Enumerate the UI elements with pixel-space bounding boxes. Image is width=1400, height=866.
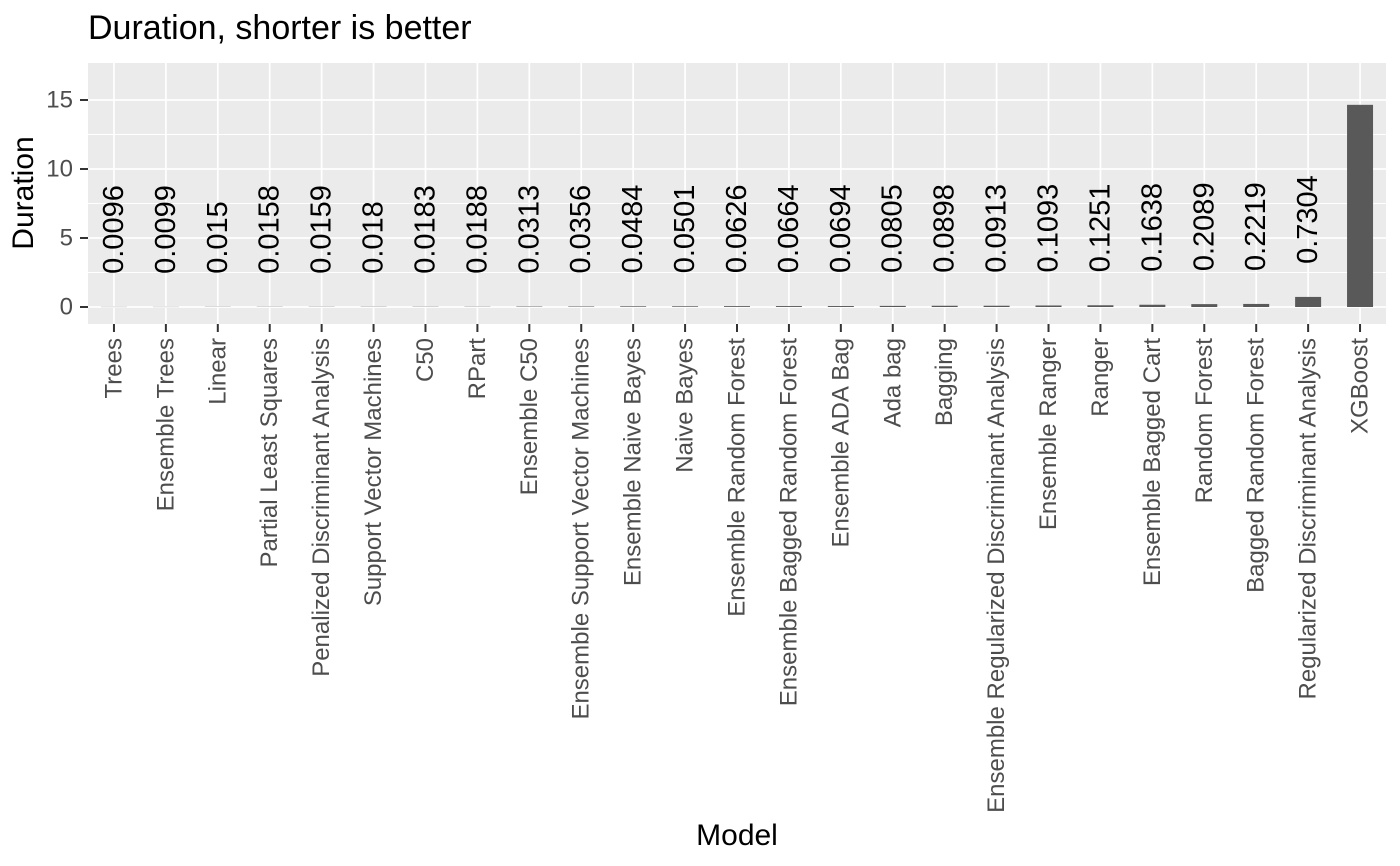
bar-value-label: 0.0158 bbox=[254, 185, 286, 274]
x-tick-label: Partial Least Squares bbox=[256, 338, 283, 567]
x-tick-label: Random Forest bbox=[1191, 338, 1218, 504]
bar-value-label: 0.018 bbox=[358, 201, 390, 274]
bar-value-label: 0.0313 bbox=[513, 185, 545, 274]
x-tick-label: Ensemble Regularized Discriminant Analys… bbox=[983, 338, 1010, 813]
bar-value-label: 0.7304 bbox=[1292, 175, 1324, 264]
x-tick-label: Ensemble Trees bbox=[152, 338, 179, 511]
bar-value-label: 0.0096 bbox=[98, 185, 130, 274]
bar-value-label: 0.2219 bbox=[1240, 182, 1272, 271]
bar-value-label: 0.1638 bbox=[1136, 183, 1168, 272]
bar-value-label: 0.0898 bbox=[929, 184, 961, 273]
y-tick-label: 0 bbox=[60, 294, 73, 321]
x-tick-label: Bagged Random Forest bbox=[1243, 338, 1270, 593]
x-tick-label: Ada bag bbox=[879, 338, 906, 427]
x-tick-label: Support Vector Machines bbox=[360, 338, 387, 606]
bar-value-label: 0.0484 bbox=[617, 185, 649, 274]
x-tick-label: Ensemble Bagged Cart bbox=[1139, 338, 1166, 586]
bar-value-label: 0.015 bbox=[202, 201, 234, 274]
x-tick-label: Ensemble C50 bbox=[516, 338, 543, 495]
x-tick-label: Bagging bbox=[931, 338, 958, 426]
x-axis-title: Model bbox=[696, 819, 778, 852]
x-tick-label: RPart bbox=[464, 338, 491, 400]
bar-value-label: 0.0183 bbox=[409, 185, 441, 274]
bar-value-label: 0.0501 bbox=[669, 185, 701, 274]
bar-value-label: 0.1251 bbox=[1084, 184, 1116, 273]
x-tick-label: Linear bbox=[204, 338, 231, 405]
bars bbox=[100, 104, 1374, 308]
bar bbox=[724, 306, 750, 307]
x-tick-label: XGBoost bbox=[1347, 338, 1374, 434]
x-tick-labels: Trees Ensemble Trees Linear Partial Least S… bbox=[100, 338, 1373, 813]
x-tick-label: Ensemble Support Vector Machines bbox=[568, 338, 595, 720]
bar bbox=[1087, 305, 1114, 307]
x-tick-label: Regularized Discriminant Analysis bbox=[1295, 338, 1322, 699]
x-tick-label: Ensemble Ranger bbox=[1035, 338, 1062, 530]
bar bbox=[827, 306, 854, 307]
y-tick-label: 10 bbox=[46, 156, 73, 183]
bar-value-label: 0.0664 bbox=[773, 184, 805, 273]
bar bbox=[1191, 304, 1218, 307]
bar bbox=[620, 306, 647, 307]
bar bbox=[672, 306, 699, 307]
y-tick-labels: 0 5 10 15 bbox=[46, 87, 73, 321]
bar-value-label: 0.0694 bbox=[825, 184, 857, 273]
bar bbox=[983, 305, 1010, 307]
bar-value-label: 0.2089 bbox=[1188, 182, 1220, 271]
bar-value-label: 0.1093 bbox=[1033, 184, 1065, 273]
bar bbox=[1347, 104, 1374, 307]
x-tick-label: Ensemble Random Forest bbox=[724, 338, 751, 617]
bar-value-label: 0.0805 bbox=[877, 184, 909, 273]
x-tick-label: Penalized Discriminant Analysis bbox=[308, 338, 335, 677]
chart-title: Duration, shorter is better bbox=[88, 9, 472, 47]
bar bbox=[879, 305, 906, 307]
bar-value-label: 0.0913 bbox=[981, 184, 1013, 273]
gridlines bbox=[88, 63, 1386, 324]
x-tick-label: Ensemble Bagged Random Forest bbox=[775, 338, 802, 707]
bar bbox=[1243, 303, 1270, 307]
bar-value-label: 0.0356 bbox=[565, 185, 597, 274]
y-tick-label: 15 bbox=[46, 87, 73, 114]
x-tick-label: Ensemble ADA Bag bbox=[827, 338, 854, 547]
x-tick-label: Trees bbox=[100, 338, 127, 398]
bar-value-label: 0.0159 bbox=[306, 185, 338, 274]
bar-value-labels: 0.0096 0.0099 0.015 0.0158 0.0159 0.018 0.0183… bbox=[98, 175, 1324, 274]
x-tick-label: Ranger bbox=[1087, 338, 1114, 417]
y-tick-label: 5 bbox=[60, 225, 73, 252]
axis-ticks bbox=[80, 99, 1362, 332]
x-tick-label: Ensemble Naive Bayes bbox=[620, 338, 647, 586]
bar bbox=[775, 306, 802, 307]
bar bbox=[1035, 305, 1062, 307]
x-tick-label: C50 bbox=[412, 338, 439, 382]
bar-value-label: 0.0188 bbox=[461, 185, 493, 274]
bar-value-label: 0.0626 bbox=[721, 184, 753, 273]
bar bbox=[1139, 304, 1166, 307]
bar-value-label: 0.0099 bbox=[150, 185, 182, 274]
bar bbox=[931, 305, 958, 307]
bar bbox=[1295, 296, 1322, 307]
x-tick-label: Naive Bayes bbox=[672, 338, 699, 473]
y-axis-title: Duration bbox=[7, 136, 40, 249]
